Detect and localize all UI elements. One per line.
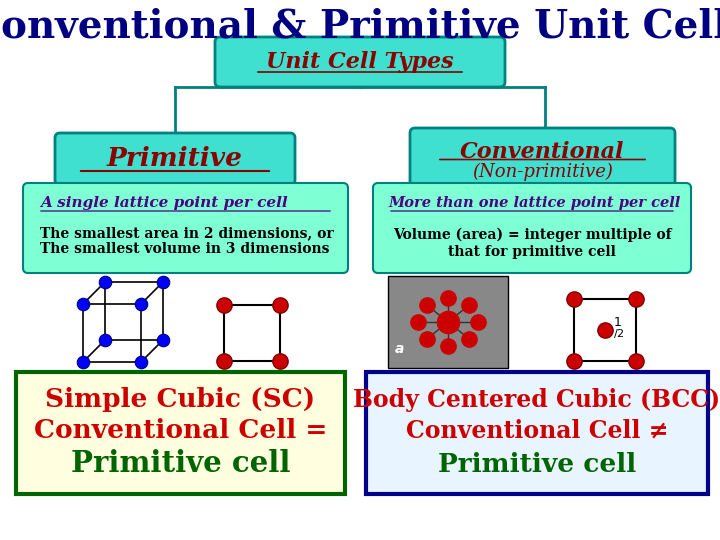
Text: A single lattice point per cell: A single lattice point per cell	[40, 196, 287, 210]
Text: Conventional & Primitive Unit Cells: Conventional & Primitive Unit Cells	[0, 8, 720, 46]
FancyBboxPatch shape	[388, 276, 508, 368]
Text: $\mathregular{1}$: $\mathregular{1}$	[613, 316, 622, 329]
FancyBboxPatch shape	[410, 128, 675, 193]
Text: Conventional Cell =: Conventional Cell =	[34, 418, 327, 443]
Text: Primitive: Primitive	[107, 146, 243, 172]
Text: Volume (area) = integer multiple of
that for primitive cell: Volume (area) = integer multiple of that…	[392, 228, 671, 259]
Text: $\mathregular{/2}$: $\mathregular{/2}$	[613, 327, 624, 340]
Text: Primitive cell: Primitive cell	[438, 451, 636, 476]
Text: Conventional Cell ≠: Conventional Cell ≠	[406, 419, 668, 443]
Text: Body Centered Cubic (BCC): Body Centered Cubic (BCC)	[354, 388, 720, 412]
FancyBboxPatch shape	[366, 372, 708, 494]
Text: a: a	[395, 342, 405, 356]
Text: Unit Cell Types: Unit Cell Types	[266, 51, 454, 73]
FancyBboxPatch shape	[373, 183, 691, 273]
FancyBboxPatch shape	[55, 133, 295, 185]
Text: More than one lattice point per cell: More than one lattice point per cell	[388, 196, 680, 210]
FancyBboxPatch shape	[23, 183, 348, 273]
Text: (Non-primitive): (Non-primitive)	[472, 163, 613, 180]
FancyBboxPatch shape	[16, 372, 345, 494]
Text: Primitive cell: Primitive cell	[71, 449, 290, 478]
Text: Conventional: Conventional	[460, 140, 625, 163]
FancyBboxPatch shape	[215, 37, 505, 87]
Text: The smallest area in 2 dimensions, or
The smallest volume in 3 dimensions: The smallest area in 2 dimensions, or Th…	[40, 226, 333, 256]
Text: Simple Cubic (SC): Simple Cubic (SC)	[45, 388, 315, 413]
